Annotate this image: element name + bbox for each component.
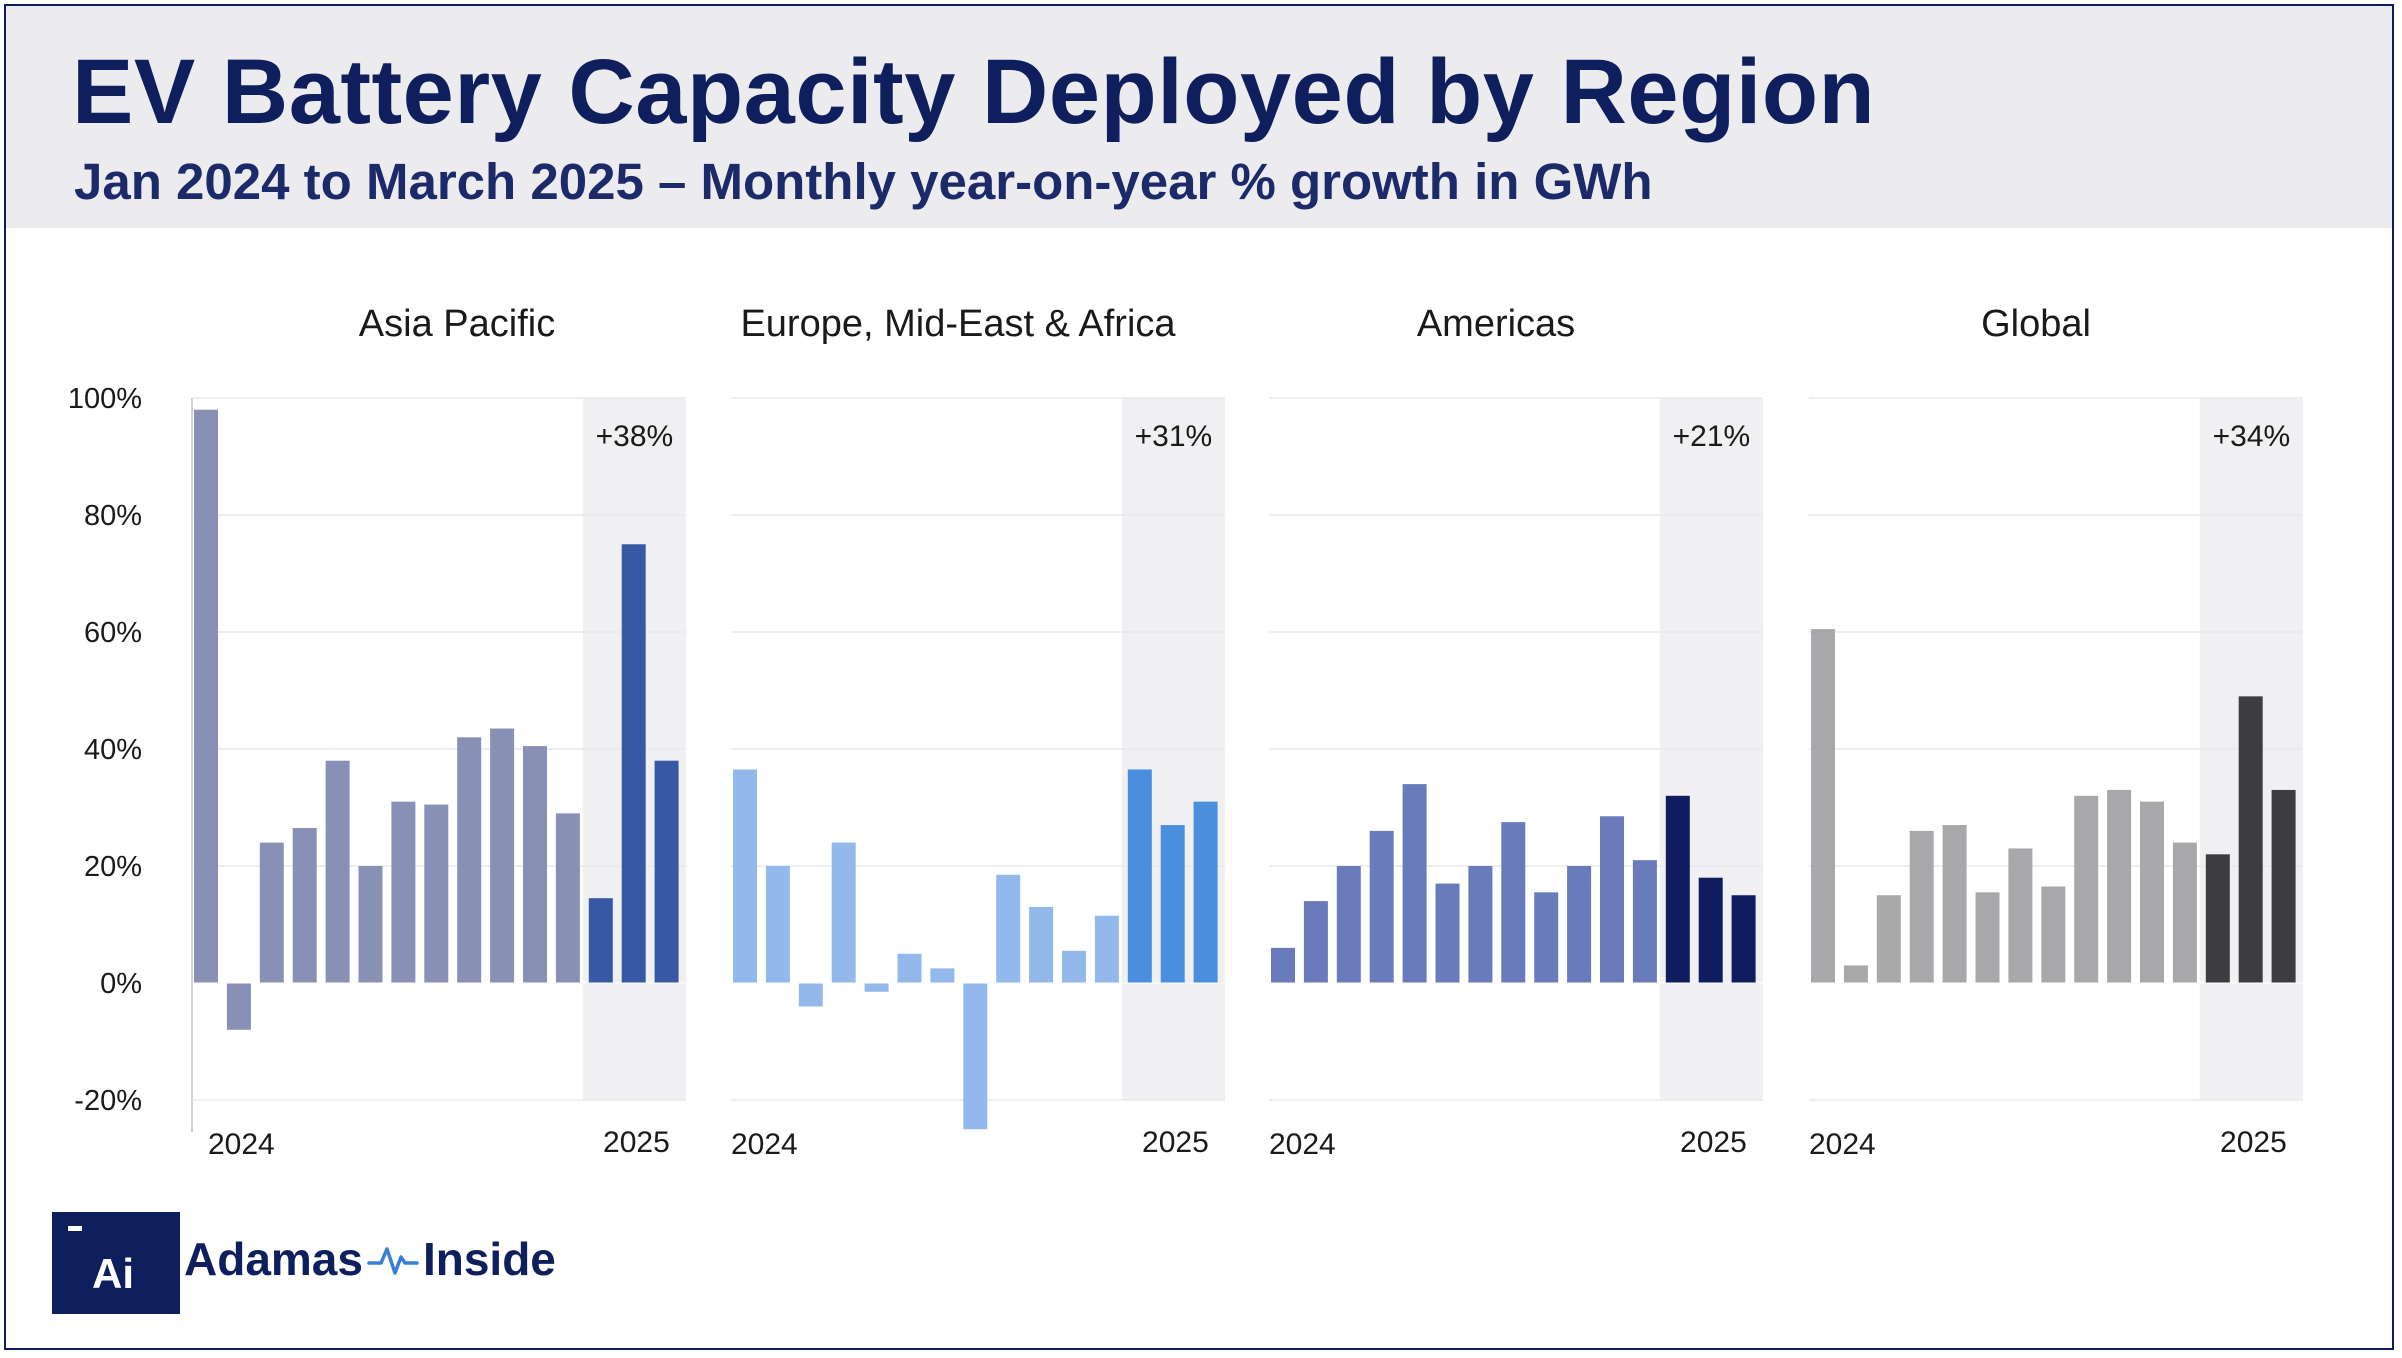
bar-jan-2024: [733, 769, 757, 983]
x-label-2024: 2024: [731, 1128, 798, 1161]
bar-jan-2025: [588, 898, 613, 983]
x-label-2025: 2025: [1142, 1126, 1209, 1159]
small-multiples-chart: 100% 80% 60% 40% 20% 0% -20% Asia Pacific +38% 20…: [68, 303, 2303, 1161]
bar-jan-2025: [2205, 854, 2230, 983]
pulse-icon: [367, 1247, 419, 1275]
y-tick-label: 20%: [84, 851, 142, 883]
bar-feb-2024: [226, 983, 251, 1030]
y-tick-label: 80%: [84, 500, 142, 532]
y-tick-label: 100%: [68, 383, 142, 415]
bar-jul-2024: [930, 968, 955, 983]
bar-sep-2024: [2074, 795, 2099, 983]
bar-jun-2024: [358, 866, 383, 983]
bar-mar-2024: [1876, 895, 1901, 983]
bar-jul-2024: [391, 801, 416, 983]
page-title: EV Battery Capacity Deployed by Region: [72, 41, 1876, 143]
bar-dec-2024: [1632, 860, 1657, 983]
panel-title: Asia Pacific: [359, 303, 555, 345]
x-label-2024: 2024: [1269, 1128, 1336, 1161]
bar-feb-2025: [1160, 825, 1185, 983]
bar-jul-2024: [1468, 866, 1493, 983]
bar-aug-2024: [2041, 886, 2066, 983]
bar-mar-2025: [1731, 895, 1756, 983]
x-label-2025: 2025: [2220, 1126, 2287, 1159]
brand-name-right: Inside: [422, 1233, 556, 1285]
y-tick-label: 40%: [84, 734, 142, 766]
bar-feb-2025: [1698, 877, 1723, 983]
bar-sep-2024: [1534, 892, 1559, 983]
bar-mar-2024: [1336, 866, 1361, 983]
bar-feb-2025: [2238, 696, 2263, 983]
highlight-value-label: +21%: [1673, 420, 1751, 453]
x-label-2025: 2025: [1680, 1126, 1747, 1159]
bar-aug-2024: [1501, 822, 1526, 983]
bar-oct-2024: [490, 728, 515, 983]
bar-dec-2024: [2172, 842, 2197, 983]
x-label-2025: 2025: [603, 1126, 670, 1159]
bar-jun-2024: [1975, 892, 2000, 983]
bar-mar-2025: [2271, 789, 2296, 983]
bar-dec-2024: [1094, 915, 1119, 983]
bar-apr-2024: [292, 827, 317, 983]
header-band: EV Battery Capacity Deployed by Region J…: [6, 6, 2392, 228]
bar-jan-2025: [1665, 795, 1690, 983]
bar-jan-2024: [194, 409, 218, 983]
bar-mar-2024: [259, 842, 284, 983]
logo-mark-text: Ai: [92, 1250, 134, 1297]
bar-feb-2025: [621, 544, 646, 983]
bar-jun-2024: [897, 953, 922, 983]
bar-mar-2025: [654, 760, 679, 983]
y-tick-label: 60%: [84, 617, 142, 649]
bar-mar-2025: [1193, 801, 1218, 983]
highlight-value-label: +31%: [1135, 420, 1213, 453]
bar-aug-2024: [963, 983, 988, 1130]
bar-feb-2024: [1303, 901, 1328, 983]
x-label-2024: 2024: [1809, 1128, 1876, 1161]
bar-jun-2024: [1435, 883, 1460, 983]
brand-name-left: Adamas: [184, 1233, 363, 1285]
y-tick-label: 0%: [100, 968, 142, 1000]
bar-may-2024: [864, 983, 889, 992]
bar-sep-2024: [457, 737, 482, 983]
bar-may-2024: [1402, 784, 1427, 983]
bar-oct-2024: [1029, 906, 1054, 983]
bar-nov-2024: [2140, 801, 2164, 983]
bar-dec-2024: [555, 813, 580, 983]
bar-nov-2024: [1600, 816, 1624, 983]
logo-dash: [68, 1226, 82, 1231]
page-subtitle: Jan 2024 to March 2025 – Monthly year-on…: [74, 153, 1653, 210]
bar-apr-2024: [1369, 830, 1394, 983]
bar-oct-2024: [1567, 866, 1592, 983]
bar-nov-2024: [523, 746, 547, 983]
brand-wordmark: Adamas Inside: [184, 1232, 556, 1286]
bar-feb-2024: [765, 866, 790, 983]
bar-feb-2024: [1843, 965, 1868, 983]
bar-apr-2024: [1909, 830, 1934, 983]
bar-oct-2024: [2107, 789, 2132, 983]
bar-apr-2024: [831, 842, 856, 983]
y-tick-label: -20%: [74, 1085, 142, 1117]
bar-nov-2024: [1062, 950, 1086, 983]
bar-jul-2024: [2008, 848, 2033, 983]
highlight-value-label: +34%: [2213, 420, 2291, 453]
bar-mar-2024: [798, 983, 823, 1007]
x-label-2024: 2024: [208, 1128, 275, 1161]
bar-may-2024: [1942, 825, 1967, 983]
bar-jan-2024: [1811, 629, 1835, 983]
bar-jan-2024: [1271, 947, 1295, 983]
bar-sep-2024: [996, 874, 1021, 983]
highlight-value-label: +38%: [596, 420, 674, 453]
brand-logo-mark: Ai: [52, 1212, 180, 1314]
panel-title: Americas: [1417, 303, 1575, 345]
panel-title: Global: [1981, 303, 2091, 345]
bar-aug-2024: [424, 804, 449, 983]
bar-may-2024: [325, 760, 350, 983]
chart-frame: EV Battery Capacity Deployed by Region J…: [4, 4, 2394, 1350]
bar-jan-2025: [1127, 769, 1152, 983]
panel-title: Europe, Mid-East & Africa: [740, 303, 1176, 345]
